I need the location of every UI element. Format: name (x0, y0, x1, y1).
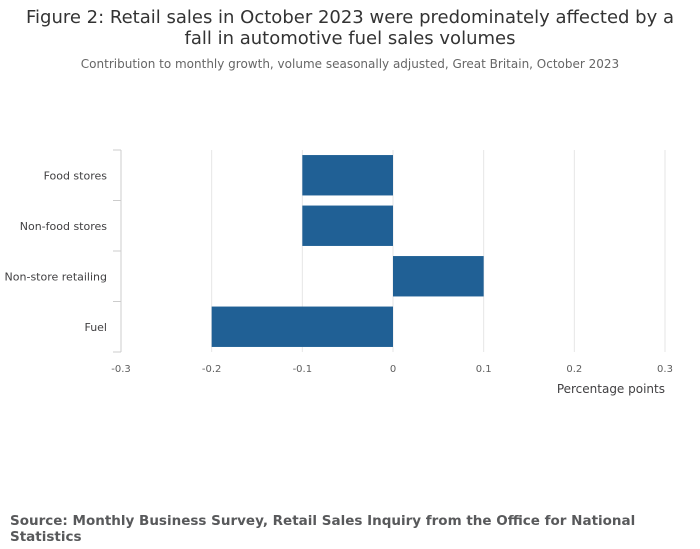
x-tick-label: 0.2 (566, 364, 582, 375)
x-axis-label: Percentage points (557, 382, 665, 396)
x-tick-label: 0.3 (657, 364, 673, 375)
bar (302, 205, 393, 246)
category-labels: Food stores Non-food stores Non-store reta… (5, 169, 108, 334)
x-tick-label: 0.1 (476, 364, 492, 375)
bar (302, 155, 393, 196)
bar (211, 306, 393, 347)
category-label: Food stores (44, 169, 108, 182)
source-note: Source: Monthly Business Survey, Retail … (10, 513, 636, 545)
chart-subtitle: Contribution to monthly growth, volume s… (80, 57, 620, 71)
x-tick-label: -0.3 (111, 364, 131, 375)
category-label: Non-store retailing (5, 270, 107, 283)
x-tick-label: 0 (390, 364, 396, 375)
x-tick-label: -0.1 (293, 364, 313, 375)
category-label: Fuel (84, 321, 107, 334)
bar (393, 256, 484, 297)
category-label: Non-food stores (20, 220, 108, 233)
y-axis (113, 149, 122, 353)
x-tick-label: -0.2 (202, 364, 222, 375)
x-tick-labels: -0.3 -0.2 -0.1 0 0.1 0.2 0.3 (111, 364, 673, 375)
chart-title: Figure 2: Retail sales in October 2023 w… (25, 7, 675, 49)
bars (211, 155, 484, 347)
